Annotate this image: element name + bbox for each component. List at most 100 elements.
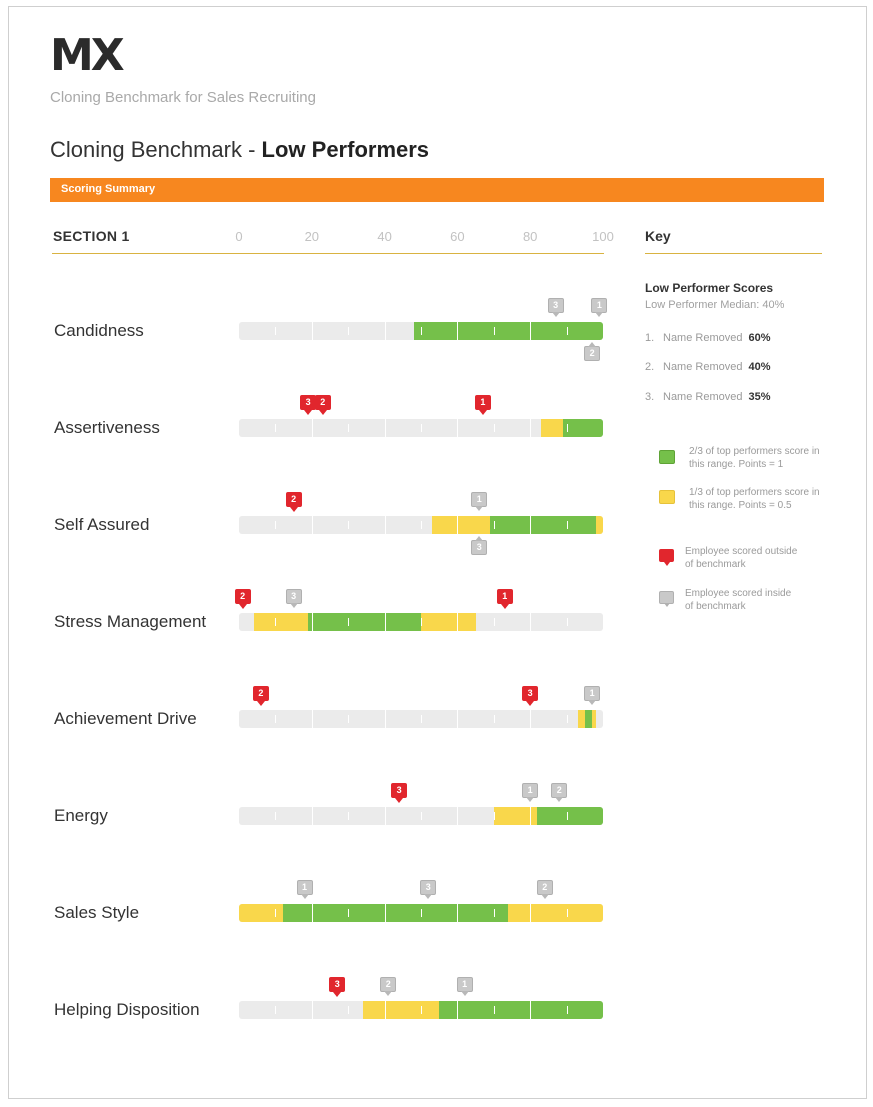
track-divider — [493, 327, 495, 335]
gray-score-marker: 1 — [296, 880, 313, 899]
gray-score-marker: 1 — [591, 298, 608, 317]
employee-score: 60% — [748, 332, 771, 344]
legend-green-swatch — [659, 450, 675, 464]
track-divider — [384, 710, 386, 728]
key-median: Low Performer Median: 40% — [645, 299, 785, 311]
gray-score-marker: 3 — [420, 880, 437, 899]
scoring-summary-bar: Scoring Summary — [50, 178, 824, 202]
red-score-marker: 2 — [285, 492, 302, 512]
legend-gray-marker-icon — [659, 591, 674, 607]
track-divider — [566, 812, 568, 820]
range-green — [490, 516, 596, 534]
red-score-marker: 3 — [522, 686, 539, 706]
gray-score-marker: 1 — [456, 977, 473, 996]
track-divider — [457, 710, 459, 728]
gray-score-marker: 3 — [285, 589, 302, 608]
track-divider — [493, 424, 495, 432]
employee-3: 3. Name Removed 35% — [645, 391, 771, 403]
range-yellow — [595, 516, 603, 534]
page-subtitle: Cloning Benchmark for Sales Recruiting — [50, 89, 316, 106]
red-score-marker: 3 — [391, 783, 408, 803]
range-yellow — [541, 419, 563, 437]
track-divider — [384, 516, 386, 534]
track-divider — [311, 710, 313, 728]
employee-score: 40% — [748, 361, 771, 373]
track-divider — [421, 618, 422, 626]
gray-score-marker: 3 — [471, 536, 488, 555]
track-divider — [311, 516, 313, 534]
row-label: Candidness — [54, 321, 144, 340]
red-score-marker: 1 — [496, 589, 513, 609]
gray-score-marker: 3 — [547, 298, 564, 317]
track-divider — [275, 1006, 277, 1014]
benchmark-track — [239, 613, 603, 631]
track-divider — [275, 715, 277, 723]
track-divider — [348, 521, 350, 529]
row-label: Assertiveness — [54, 418, 160, 437]
track-divider — [275, 521, 277, 529]
track-divider — [566, 424, 568, 432]
track-divider — [421, 812, 422, 820]
track-divider — [566, 909, 568, 917]
track-divider — [530, 419, 532, 437]
range-yellow — [239, 904, 283, 922]
row-label: Sales Style — [54, 903, 140, 922]
track-divider — [311, 613, 313, 631]
track-divider — [311, 807, 313, 825]
range-yellow — [431, 516, 491, 534]
track-divider — [275, 812, 277, 820]
track-divider — [493, 618, 495, 626]
track-divider — [530, 710, 532, 728]
legend-yellow-swatch — [659, 490, 675, 504]
range-yellow — [253, 613, 309, 631]
range-green — [562, 419, 603, 437]
track-divider — [421, 715, 422, 723]
mx-logo: MX — [50, 30, 125, 81]
track-divider — [384, 807, 386, 825]
track-divider — [348, 1006, 350, 1014]
track-divider — [566, 521, 568, 529]
benchmark-track — [239, 322, 603, 340]
track-divider — [384, 322, 386, 340]
track-divider — [457, 807, 459, 825]
key-title: Low Performer Scores — [645, 281, 774, 295]
range-green — [282, 904, 509, 922]
track-divider — [384, 613, 386, 631]
track-divider — [457, 1001, 459, 1019]
employee-1: 1. Name Removed 60% — [645, 332, 771, 344]
track-divider — [493, 1006, 495, 1014]
track-divider — [275, 909, 277, 917]
track-divider — [311, 1001, 313, 1019]
employee-name: Name Removed — [663, 361, 743, 373]
red-score-marker: 1 — [474, 395, 491, 415]
employee-num: 3. — [645, 391, 655, 403]
title-prefix: Cloning Benchmark - — [50, 137, 262, 162]
employee-2: 2. Name Removed 40% — [645, 361, 771, 373]
red-score-marker: 2 — [234, 589, 251, 609]
range-yellow — [493, 807, 538, 825]
track-divider — [275, 327, 277, 335]
gray-score-marker: 2 — [380, 977, 397, 996]
benchmark-track — [239, 710, 603, 728]
track-divider — [311, 419, 313, 437]
track-divider — [348, 812, 350, 820]
red-score-marker: 2 — [314, 395, 331, 415]
benchmark-track — [239, 516, 603, 534]
track-divider — [348, 424, 350, 432]
gray-score-marker: 2 — [536, 880, 553, 899]
track-divider — [493, 715, 495, 723]
gray-score-marker: 1 — [584, 686, 601, 705]
range-green — [413, 322, 603, 340]
row-label: Self Assured — [54, 515, 150, 534]
track-divider — [566, 327, 568, 335]
track-divider — [311, 322, 313, 340]
x-tick-label: 20 — [304, 229, 320, 244]
employee-num: 2. — [645, 361, 655, 373]
track-divider — [421, 521, 422, 529]
key-label: Key — [645, 228, 671, 244]
track-divider — [530, 322, 532, 340]
gray-score-marker: 2 — [584, 342, 601, 361]
range-green — [537, 807, 603, 825]
section-rule — [52, 253, 604, 254]
legend-red-marker-icon — [659, 549, 674, 566]
